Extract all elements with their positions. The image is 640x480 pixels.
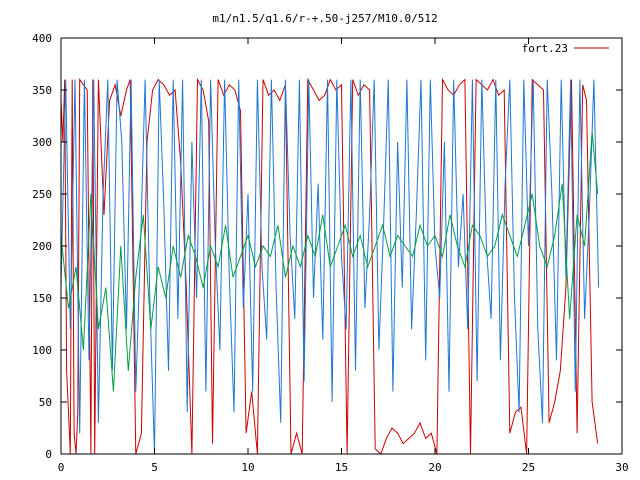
x-tick-label-15: 15 [335, 461, 348, 474]
legend: fort.23 [522, 42, 609, 55]
x-tick-label-10: 10 [241, 461, 254, 474]
series-line-3 [60, 131, 599, 392]
y-tick-label-350: 350 [32, 84, 52, 97]
y-tick-label-100: 100 [32, 344, 52, 357]
x-tick-label-30: 30 [615, 461, 628, 474]
x-tick-label-0: 0 [58, 461, 65, 474]
series-line-1 [60, 77, 599, 455]
x-tick-label-25: 25 [522, 461, 535, 474]
y-tick-label-150: 150 [32, 292, 52, 305]
y-tick-label-200: 200 [32, 240, 52, 253]
x-tick-label-20: 20 [428, 461, 441, 474]
x-tick-label-5: 5 [151, 461, 158, 474]
y-tick-label-250: 250 [32, 188, 52, 201]
chart-title: m1/n1.5/q1.6/r-+.50-j257/M10.0/512 [212, 12, 437, 25]
plot-frame [60, 37, 623, 455]
series-group [60, 77, 600, 455]
y-tick-label-300: 300 [32, 136, 52, 149]
y-tick-label-50: 50 [39, 396, 52, 409]
y-tick-label-400: 400 [32, 32, 52, 45]
y-tick-label-0: 0 [45, 448, 52, 461]
legend-label-fort-23: fort.23 [522, 42, 568, 55]
